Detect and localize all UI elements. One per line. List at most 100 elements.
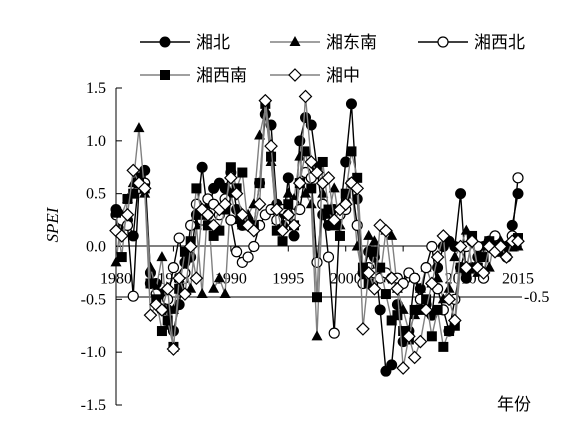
data-point (409, 304, 420, 315)
y-tick-label: 1.5 (86, 80, 106, 97)
data-point (224, 170, 238, 185)
data-point (310, 165, 324, 180)
legend-item: 湘西北 (418, 33, 525, 53)
data-point (322, 251, 335, 263)
data-point (346, 146, 357, 157)
data-point (438, 341, 449, 352)
data-point (283, 199, 294, 210)
data-point (160, 281, 175, 296)
legend-item: 湘中 (270, 66, 360, 86)
data-point (352, 172, 363, 183)
data-point (225, 162, 236, 173)
data-point (311, 256, 323, 268)
data-point (312, 292, 322, 303)
data-point (145, 278, 156, 289)
data-point (430, 250, 445, 264)
data-point (444, 326, 455, 337)
data-point (384, 271, 399, 286)
data-point (235, 207, 250, 222)
y-tick-label: -1.5 (81, 397, 106, 414)
data-point (248, 240, 260, 253)
data-point (287, 218, 301, 233)
data-point (282, 172, 294, 184)
y-ticks: -1.5 -1.0 -0.5 0.0 0.5 1.0 1.5 (81, 80, 122, 414)
data-point (214, 225, 225, 236)
data-point (499, 250, 514, 264)
data-point (111, 207, 121, 218)
data-point (127, 290, 139, 302)
reference-line-label: -0.5 (524, 289, 549, 306)
legend-label: 湘北 (196, 33, 230, 53)
y-tick-label: 1.0 (86, 133, 106, 150)
data-point (269, 202, 284, 217)
x-tick-label: 2000 (330, 271, 362, 288)
data-point (139, 164, 151, 176)
data-point (305, 198, 317, 209)
data-point (390, 281, 405, 296)
legend-marker (160, 70, 170, 80)
data-point (110, 256, 122, 267)
data-point (288, 230, 300, 242)
data-point (413, 334, 428, 349)
data-point (155, 303, 169, 317)
data-point (328, 327, 340, 339)
data-point (266, 151, 277, 162)
series-group (109, 89, 525, 377)
axes: -0.5 -1.5-1.0-0.50.00.51.01.5 1980198519… (43, 80, 549, 415)
data-point (174, 283, 185, 294)
data-point (237, 167, 248, 178)
data-point (338, 197, 353, 212)
x-axis-label: 年份 (497, 395, 531, 415)
data-point (116, 252, 127, 263)
data-point (300, 187, 312, 198)
data-point (386, 229, 398, 240)
legend-label: 湘中 (326, 66, 360, 86)
series-5 (109, 89, 525, 375)
legend-item: 湘北 (140, 33, 230, 53)
legend-marker (289, 36, 301, 46)
legend-label: 湘西北 (474, 33, 525, 53)
data-point (512, 172, 524, 184)
data-point (321, 170, 336, 185)
data-point (380, 289, 391, 300)
data-point (409, 272, 421, 284)
data-point (258, 93, 273, 108)
data-point (367, 281, 382, 296)
data-point (340, 188, 351, 199)
data-point (459, 260, 474, 275)
x-tick-label: 2015 (502, 271, 534, 288)
data-point (120, 207, 135, 222)
data-point (137, 181, 152, 196)
data-point (178, 287, 192, 301)
legend-label: 湘东南 (326, 33, 377, 53)
y-tick-label: -1.0 (81, 344, 106, 361)
data-point (229, 186, 244, 201)
data-point (396, 361, 410, 375)
data-point (300, 146, 311, 157)
data-point (511, 234, 525, 249)
data-point (357, 262, 368, 273)
data-point (231, 246, 243, 258)
data-point (133, 122, 145, 133)
data-point (156, 326, 167, 337)
data-point (447, 313, 462, 328)
y-axis-label: SPEI (43, 206, 62, 242)
data-point (179, 246, 190, 257)
data-point (189, 271, 204, 286)
data-point (208, 282, 220, 293)
data-point (144, 261, 156, 272)
data-point (246, 223, 261, 238)
data-point (442, 292, 456, 307)
data-point (282, 187, 294, 198)
data-point (443, 282, 455, 293)
data-point (379, 223, 393, 238)
data-point (374, 304, 386, 316)
data-point (323, 204, 334, 215)
data-point (317, 187, 329, 198)
y-tick-label: -0.5 (81, 291, 106, 308)
data-point (350, 181, 365, 196)
data-point (173, 232, 185, 244)
data-point (375, 262, 386, 273)
data-point (254, 178, 265, 189)
